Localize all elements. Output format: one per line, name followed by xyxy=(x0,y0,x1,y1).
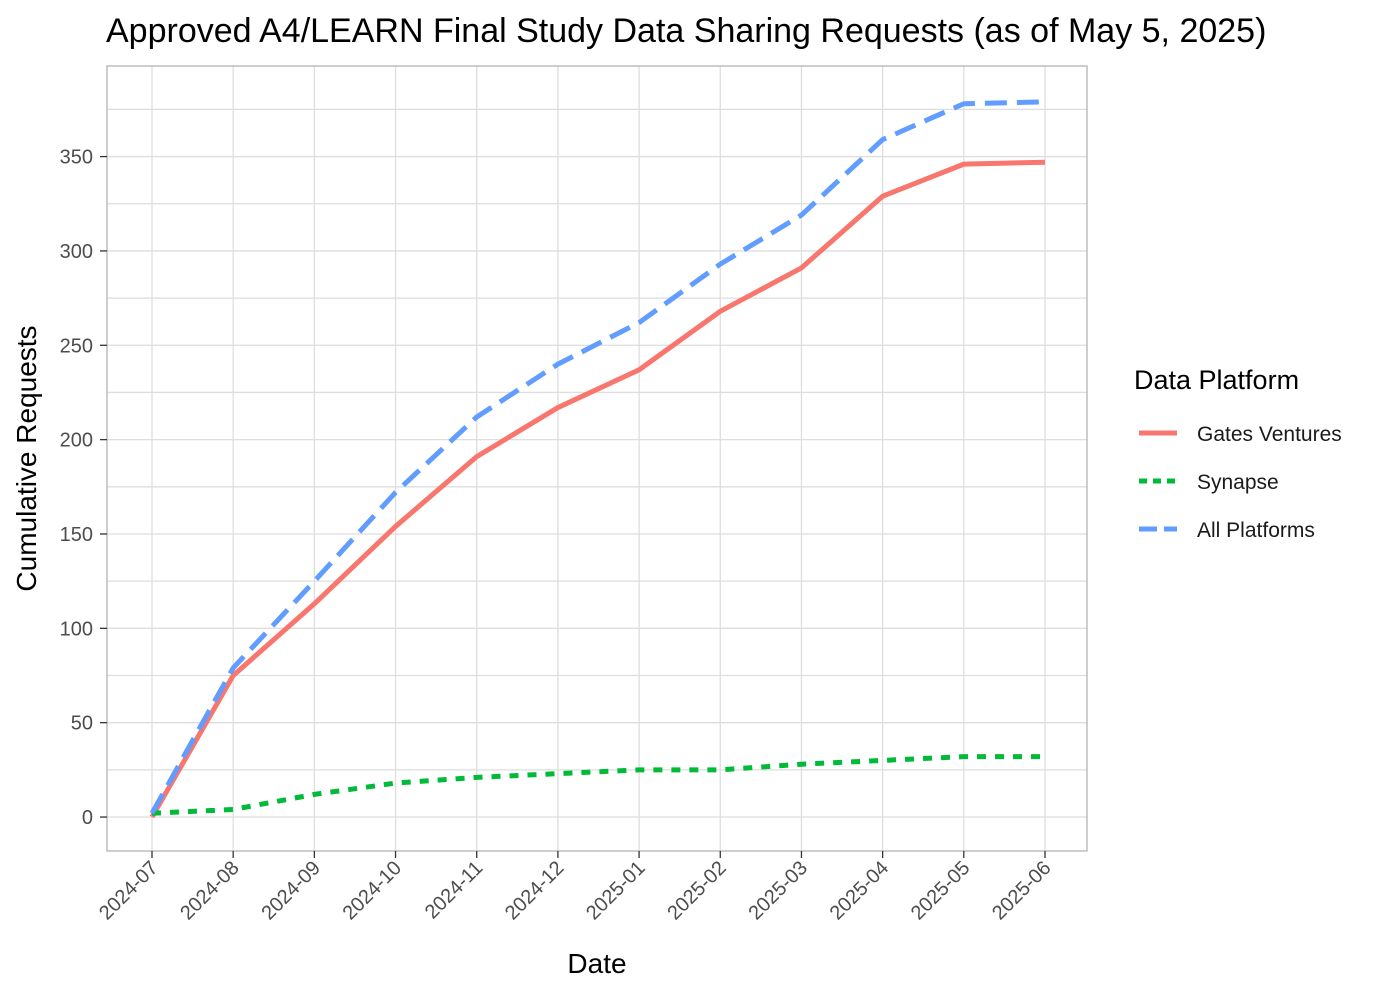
x-axis: 2024-07 2024-08 2024-09 2024-10 2024-11 2024-… xyxy=(95,851,1056,924)
x-tick-label: 2025-01 xyxy=(582,857,649,924)
y-tick-label: 350 xyxy=(60,147,93,169)
series-lines xyxy=(149,99,1046,819)
y-tick-label: 200 xyxy=(60,430,93,452)
x-tick-label: 2024-10 xyxy=(339,857,406,924)
series-line-synapse xyxy=(151,754,1045,816)
x-tick-label: 2024-11 xyxy=(421,857,487,923)
y-tick-label: 300 xyxy=(60,241,93,263)
y-tick-label: 250 xyxy=(60,335,93,357)
plot-panel-border xyxy=(106,65,1088,852)
legend-label-all-platforms: All Platforms xyxy=(1197,519,1315,542)
y-axis-title: Cumulative Requests xyxy=(11,325,42,591)
x-axis-title: Date xyxy=(567,948,626,979)
legend-label-synapse: Synapse xyxy=(1197,471,1279,494)
legend-label-gates-ventures: Gates Ventures xyxy=(1197,423,1342,446)
legend-title: Data Platform xyxy=(1134,365,1299,395)
y-tick-label: 50 xyxy=(71,713,93,735)
legend: Data Platform Gates Ventures Synapse All P… xyxy=(1134,365,1342,542)
x-tick-label: 2025-02 xyxy=(663,857,730,924)
y-axis: 0 50 100 150 200 250 300 350 xyxy=(60,147,107,829)
series-line-all-platforms xyxy=(149,99,1046,815)
series-line-gates-ventures xyxy=(149,159,1046,819)
x-tick-label: 2024-08 xyxy=(176,857,243,924)
x-tick-label: 2024-09 xyxy=(257,857,324,924)
x-tick-label: 2024-07 xyxy=(95,857,162,924)
chart-title: Approved A4/LEARN Final Study Data Shari… xyxy=(106,12,1266,50)
y-tick-label: 0 xyxy=(82,807,93,829)
x-tick-label: 2025-03 xyxy=(745,857,812,924)
x-tick-label: 2024-12 xyxy=(501,857,568,924)
x-tick-label: 2025-06 xyxy=(988,857,1055,924)
y-tick-label: 150 xyxy=(60,524,93,546)
x-tick-label: 2025-05 xyxy=(907,857,974,924)
y-tick-label: 100 xyxy=(60,618,93,640)
x-tick-label: 2025-04 xyxy=(826,857,893,924)
grid-lines xyxy=(107,66,1087,851)
